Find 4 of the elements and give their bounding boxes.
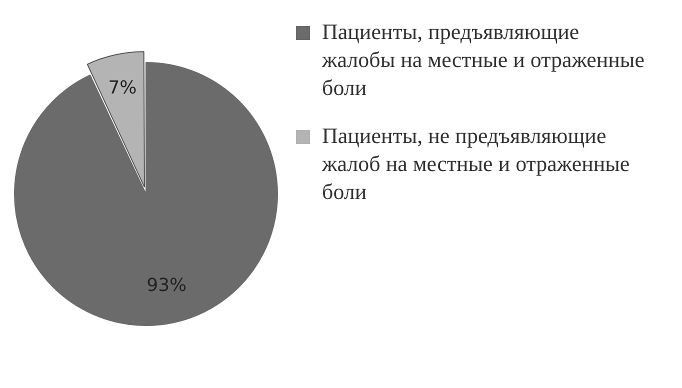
data-label: 93% <box>146 275 187 296</box>
legend-label: Пациенты, предъявляющие жалобы на местные и отраженные боли <box>322 19 644 100</box>
data-label: 7% <box>108 77 137 98</box>
legend-label: Пациенты, не предъявляющие жалоб на местные и отраженные боли <box>322 123 630 204</box>
